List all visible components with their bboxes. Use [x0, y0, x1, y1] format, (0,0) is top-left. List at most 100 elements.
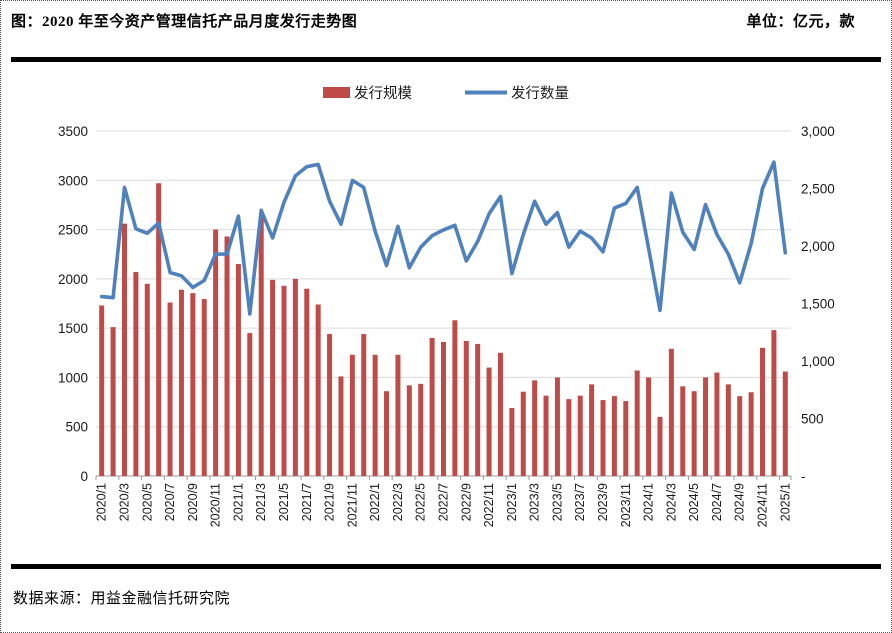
- svg-text:2020/11: 2020/11: [209, 483, 223, 527]
- bar-2020/8: [178, 289, 184, 476]
- svg-text:2024/3: 2024/3: [664, 483, 678, 521]
- svg-text:500: 500: [801, 412, 824, 427]
- svg-text:1,500: 1,500: [801, 297, 835, 312]
- figure-unit-label: 单位：亿元，款: [746, 14, 855, 30]
- bar-2024/7: [714, 372, 720, 476]
- bar-2022/8: [452, 320, 458, 476]
- bar-2024/10: [748, 392, 754, 476]
- svg-text:2022/7: 2022/7: [437, 483, 451, 521]
- svg-text:-: -: [801, 469, 806, 484]
- bar-2024/6: [703, 377, 709, 476]
- svg-text:500: 500: [65, 420, 88, 435]
- svg-text:2024/9: 2024/9: [733, 483, 747, 521]
- bar-2022/4: [406, 385, 412, 476]
- bar-2023/10: [611, 396, 617, 476]
- svg-text:2020/9: 2020/9: [186, 483, 200, 521]
- x-axis-labels: 2020/1 2020/3 2020/5 2020/7 2020/9 2020/11 202…: [95, 483, 793, 527]
- bar-2024/2: [657, 416, 663, 476]
- x-axis: [95, 475, 792, 480]
- svg-text:2021/3: 2021/3: [254, 483, 268, 521]
- svg-text:2024/1: 2024/1: [642, 483, 656, 521]
- svg-text:2024/5: 2024/5: [687, 483, 701, 521]
- bar-2022/3: [395, 354, 401, 476]
- bar-2020/3: [121, 223, 127, 476]
- svg-text:2021/11: 2021/11: [345, 483, 359, 527]
- bar-2022/7: [441, 341, 446, 476]
- bar-2023/2: [520, 391, 526, 476]
- bar-2021/3: [258, 217, 264, 476]
- bar-2020/2: [110, 327, 116, 476]
- svg-text:2024/7: 2024/7: [710, 483, 724, 521]
- bar-2023/6: [566, 399, 572, 476]
- bar-2020/1: [99, 305, 105, 476]
- bar-2020/4: [133, 271, 139, 476]
- bar-2024/5: [691, 391, 697, 476]
- svg-text:2020/5: 2020/5: [140, 483, 154, 521]
- svg-text:2024/11: 2024/11: [756, 483, 770, 527]
- svg-text:2022/3: 2022/3: [391, 483, 405, 521]
- bar-2023/9: [600, 400, 606, 476]
- bar-2020/7: [167, 302, 173, 476]
- bar-2022/1: [372, 354, 378, 476]
- svg-text:1,000: 1,000: [801, 354, 835, 369]
- svg-text:2023/5: 2023/5: [550, 483, 564, 521]
- bar-2021/6: [292, 278, 298, 476]
- bar-series-issuance-scale: [99, 183, 788, 476]
- bar-2023/3: [532, 380, 538, 476]
- bar-2020/9: [190, 293, 196, 476]
- bar-2025/1: [782, 371, 788, 476]
- svg-text:3,000: 3,000: [801, 124, 835, 139]
- svg-text:1000: 1000: [58, 370, 88, 385]
- bottom-divider: [11, 564, 881, 569]
- bar-2024/12: [771, 330, 777, 476]
- bar-2020/5: [144, 283, 150, 476]
- bar-2021/8: [315, 304, 321, 476]
- figure-header: 图：2020 年至今资产管理信托产品月度发行走势图 单位：亿元，款: [11, 10, 855, 31]
- svg-text:2022/5: 2022/5: [414, 483, 428, 521]
- svg-text:2023/11: 2023/11: [619, 483, 633, 527]
- bar-2022/10: [475, 343, 481, 476]
- bar-2021/5: [281, 285, 287, 476]
- svg-text:2023/1: 2023/1: [505, 483, 519, 521]
- bar-2022/9: [463, 340, 469, 476]
- bar-2021/4: [270, 279, 276, 476]
- svg-text:2021/1: 2021/1: [231, 483, 245, 521]
- svg-text:2020/1: 2020/1: [95, 483, 109, 521]
- svg-text:2021/7: 2021/7: [300, 483, 314, 521]
- svg-text:2,500: 2,500: [801, 182, 835, 197]
- bar-2024/8: [725, 384, 731, 476]
- bar-2020/6: [156, 183, 162, 476]
- right-axis-labels: - 500 1,000 1,500 2,000 2,500 3,000: [801, 124, 835, 484]
- svg-text:2020/7: 2020/7: [163, 483, 177, 521]
- bar-2022/6: [429, 338, 435, 476]
- left-axis-labels: 0 500 1000 1500 2000 2500 3000 3500: [58, 124, 88, 484]
- bar-2021/7: [304, 288, 310, 476]
- bar-2022/12: [497, 352, 503, 476]
- svg-text:3000: 3000: [58, 173, 88, 188]
- svg-text:0: 0: [80, 469, 88, 484]
- bar-2023/4: [543, 395, 549, 476]
- bar-2021/1: [235, 264, 241, 476]
- bar-2024/3: [668, 348, 674, 476]
- svg-text:3500: 3500: [58, 124, 88, 139]
- legend-swatch-bar: [323, 87, 350, 98]
- svg-text:2023/9: 2023/9: [596, 483, 610, 521]
- bar-2024/11: [760, 347, 766, 476]
- svg-text:2021/5: 2021/5: [277, 483, 291, 521]
- svg-text:2023/7: 2023/7: [573, 483, 587, 521]
- bar-2021/12: [361, 334, 367, 476]
- line-series-issuance-count: [99, 160, 788, 316]
- bar-2020/10: [201, 299, 207, 476]
- bar-2023/7: [577, 395, 583, 476]
- trend-chart: 0 500 1000 1500 2000 2500 3000 3500 - 500 1,000 1,5…: [58, 85, 835, 527]
- svg-text:2022/11: 2022/11: [482, 483, 496, 527]
- bar-2023/1: [509, 407, 515, 476]
- svg-text:2500: 2500: [58, 223, 88, 238]
- chart-legend: 发行规模 发行数量: [323, 85, 569, 102]
- svg-text:1500: 1500: [58, 321, 88, 336]
- bar-2021/9: [327, 334, 333, 476]
- svg-text:2022/1: 2022/1: [368, 483, 382, 521]
- svg-text:2,000: 2,000: [801, 239, 835, 254]
- bar-2022/5: [418, 383, 424, 476]
